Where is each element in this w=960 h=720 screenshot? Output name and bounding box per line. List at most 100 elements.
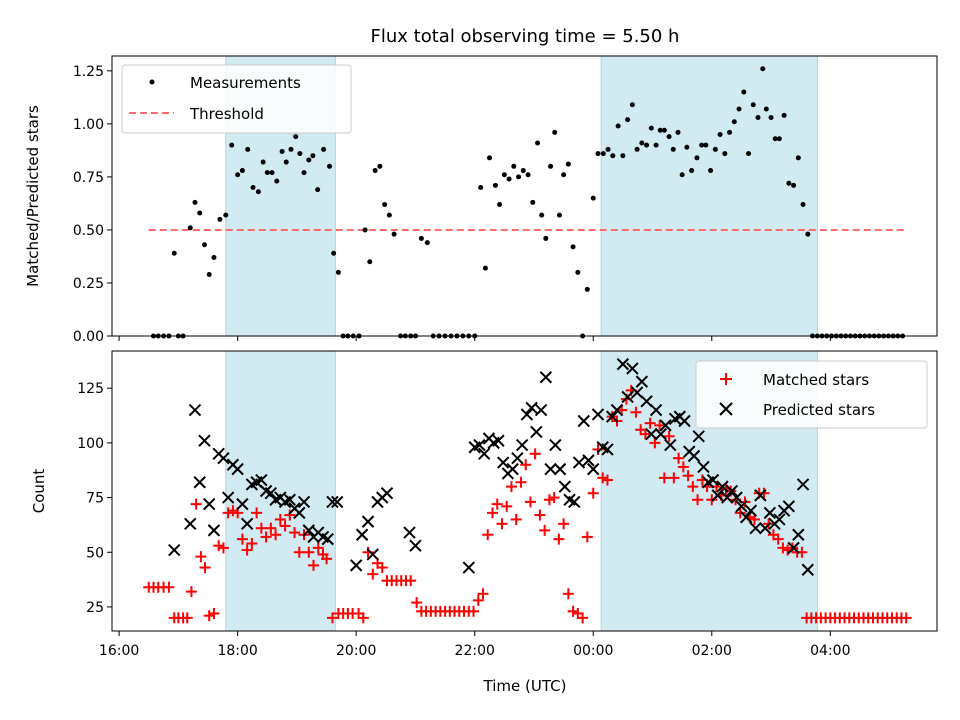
matched-point <box>562 588 574 600</box>
measurement-point <box>525 172 531 178</box>
matched-point <box>251 507 263 519</box>
predicted-point <box>477 447 491 461</box>
matched-point <box>195 551 207 563</box>
predicted-point <box>255 473 268 487</box>
measurement-point <box>657 127 663 133</box>
measurement-point <box>694 155 700 161</box>
predicted-point <box>473 438 486 452</box>
predicted-point <box>293 506 306 520</box>
predicted-point <box>380 486 394 500</box>
predicted-point <box>572 456 586 469</box>
predicted-point <box>511 451 524 465</box>
measurement-point <box>717 131 723 137</box>
predicted-point <box>792 528 805 541</box>
measurement-point <box>543 235 549 241</box>
measurement-point <box>539 212 545 218</box>
predicted-point <box>754 489 767 502</box>
matched-point <box>639 428 651 440</box>
y-tick-label: 50 <box>86 545 104 561</box>
matched-point <box>163 581 175 593</box>
y-tick-label: 25 <box>86 600 104 616</box>
measurement-point <box>386 212 392 218</box>
measurement-point <box>648 125 654 131</box>
matched-point <box>558 518 570 530</box>
top-y-axis-label: Matched/Predicted stars <box>24 105 42 287</box>
predicted-point <box>725 484 739 498</box>
measurement-point <box>684 144 690 150</box>
matched-point <box>496 518 508 530</box>
matched-point <box>486 507 498 519</box>
predicted-point <box>236 497 249 511</box>
matched-point <box>772 533 784 545</box>
predicted-point <box>198 434 211 447</box>
measurement-point <box>610 153 616 159</box>
measurement-point <box>615 123 621 129</box>
y-tick-label: 75 <box>86 491 104 507</box>
matched-point <box>515 476 527 488</box>
matched-point <box>246 538 258 549</box>
bottom-legend-box <box>695 360 928 429</box>
measurement-point <box>211 255 217 261</box>
matched-point <box>597 472 609 484</box>
measurement-point <box>670 146 676 152</box>
y-tick-label: 0.00 <box>73 329 104 345</box>
predicted-point <box>355 528 369 541</box>
bottom-legend: Matched stars Predicted stars <box>695 360 928 429</box>
matched-point <box>289 527 301 539</box>
measurement-point <box>391 231 397 237</box>
bottom-axes-frame <box>111 350 938 632</box>
predicted-point <box>193 476 206 489</box>
matched-point <box>529 448 541 460</box>
top-x-ticks <box>118 336 831 341</box>
matched-point <box>734 507 746 519</box>
matched-point <box>601 474 613 486</box>
measurement-point <box>548 163 554 169</box>
predicted-point <box>520 408 534 421</box>
measurement-point <box>192 199 198 205</box>
measurement-point <box>487 155 493 161</box>
x-tick-label: 16:00 <box>99 643 139 659</box>
measurement-point <box>584 286 590 292</box>
legend-predicted-label: Predicted stars <box>763 401 875 419</box>
matched-point <box>491 498 503 510</box>
matched-point <box>265 522 277 534</box>
measurement-point <box>552 129 558 135</box>
predicted-point <box>321 532 334 546</box>
measurement-point <box>520 168 526 174</box>
measurement-point <box>250 185 256 191</box>
measurement-point <box>644 142 650 148</box>
predicted-point <box>326 495 339 509</box>
top-panel: 0.00 0.25 0.50 0.75 1.00 1.25 Matched/Predict… <box>24 55 938 345</box>
predicted-point <box>558 480 572 493</box>
matched-point <box>777 542 789 554</box>
predicted-point <box>221 491 235 504</box>
measurement-point <box>620 153 626 159</box>
matched-point <box>293 546 305 558</box>
predicted-point <box>240 517 254 531</box>
predicted-point <box>207 524 221 537</box>
predicted-point <box>231 462 244 476</box>
matched-point <box>581 531 593 543</box>
measurement-point <box>781 112 787 118</box>
x-tick-label: 22:00 <box>455 643 495 659</box>
measurement-point <box>703 142 709 148</box>
matched-point <box>236 533 248 545</box>
measurement-point <box>565 161 571 167</box>
top-y-ticks: 0.00 0.25 0.50 0.75 1.00 1.25 <box>73 64 112 345</box>
matched-point <box>472 594 484 606</box>
measurement-point <box>327 163 333 169</box>
predicted-point <box>678 414 691 428</box>
measurement-point <box>482 265 488 271</box>
measurement-point <box>206 271 212 277</box>
predicted-stars-points <box>168 357 815 576</box>
measurement-point <box>264 170 270 176</box>
x-tick-label: 02:00 <box>692 643 732 659</box>
predicted-point <box>697 460 710 474</box>
matched-point <box>706 494 718 506</box>
measurement-point <box>197 210 203 216</box>
matched-point <box>303 546 315 558</box>
measurement-point <box>497 201 503 207</box>
measurement-point <box>595 151 601 157</box>
predicted-point <box>217 451 230 465</box>
measurement-point <box>171 250 177 256</box>
